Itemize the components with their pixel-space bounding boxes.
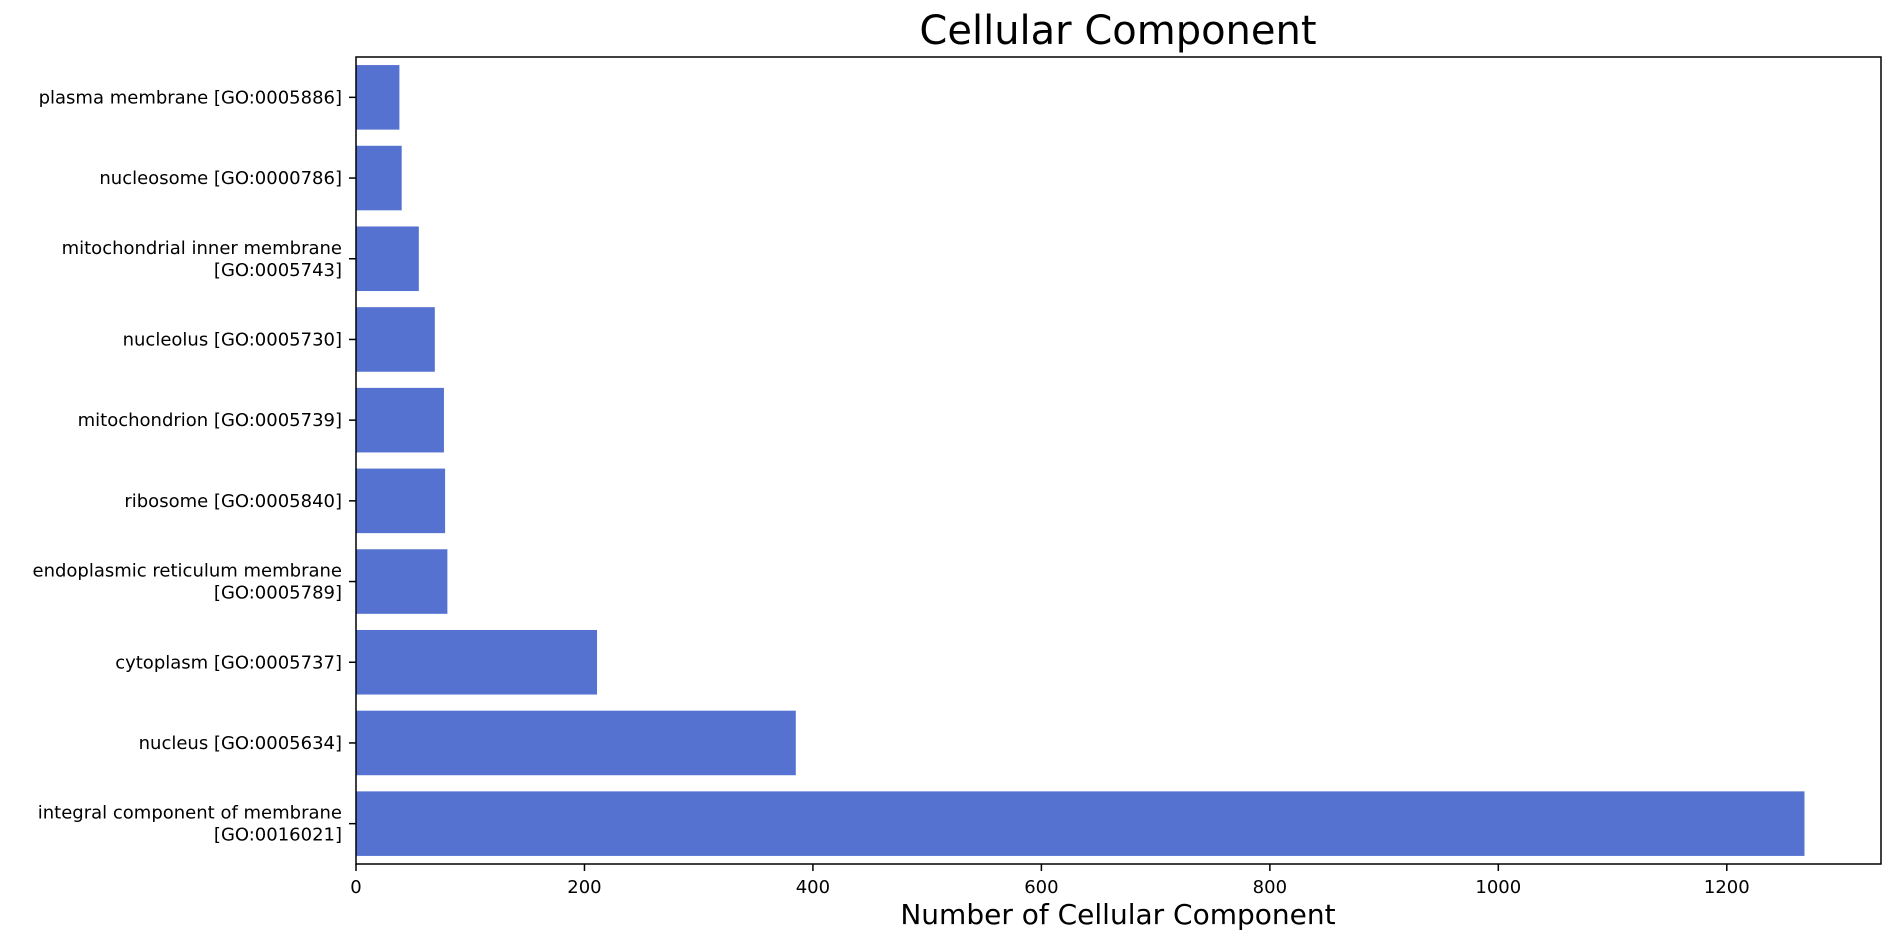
bar: [356, 791, 1805, 856]
y-tick-label-line: plasma membrane [GO:0005886]: [39, 87, 342, 108]
x-tick-label: 1200: [1704, 877, 1750, 898]
y-tick-label-line: ribosome [GO:0005840]: [124, 491, 342, 512]
y-tick-label-line: endoplasmic reticulum membrane: [33, 561, 343, 582]
bar: [356, 65, 400, 130]
y-tick-label-line: mitochondrial inner membrane: [62, 238, 342, 259]
x-tick-label: 600: [1024, 877, 1058, 898]
y-tick-label: endoplasmic reticulum membrane [GO:000578…: [33, 561, 343, 604]
y-tick-label-line: nucleus [GO:0005634]: [139, 733, 342, 754]
y-tick-label-line: cytoplasm [GO:0005737]: [115, 652, 342, 673]
y-tick-label-line: nucleosome [GO:0000786]: [99, 168, 342, 189]
x-axis: 0 200 400 600 800 1000 1200: [350, 864, 1750, 898]
y-tick-label: mitochondrial inner membrane [GO:0005743]: [62, 238, 342, 281]
y-axis: plasma membrane [GO:0005886] nucleosome […: [33, 87, 356, 846]
x-tick-label: 800: [1253, 877, 1287, 898]
x-tick-label: 0: [350, 877, 361, 898]
y-tick-label: nucleolus [GO:0005730]: [123, 329, 342, 350]
y-tick-label-line: [GO:0005743]: [214, 260, 342, 281]
x-axis-title: Number of Cellular Component: [900, 898, 1335, 931]
y-tick-label-line: integral component of membrane: [38, 803, 342, 824]
y-tick-label-line: mitochondrion [GO:0005739]: [78, 410, 342, 431]
y-tick-label: nucleosome [GO:0000786]: [99, 168, 342, 189]
bar: [356, 468, 446, 534]
y-tick-label: cytoplasm [GO:0005737]: [115, 652, 342, 673]
y-tick-label: ribosome [GO:0005840]: [124, 491, 342, 512]
y-tick-label: mitochondrion [GO:0005739]: [78, 410, 342, 431]
y-tick-label-line: [GO:0016021]: [214, 825, 342, 846]
bar: [356, 145, 402, 211]
bar: [356, 387, 444, 453]
y-tick-label: nucleus [GO:0005634]: [139, 733, 342, 754]
bar: [356, 629, 598, 695]
x-tick-label: 200: [567, 877, 601, 898]
y-tick-label-line: [GO:0005789]: [214, 583, 342, 604]
x-tick-label: 400: [796, 877, 830, 898]
y-tick-label: integral component of membrane [GO:001602…: [38, 803, 342, 846]
bar: [356, 307, 435, 372]
bars-layer: [356, 65, 1805, 856]
y-tick-label-line: nucleolus [GO:0005730]: [123, 329, 342, 350]
bar: [356, 710, 796, 776]
bar: [356, 226, 419, 292]
x-tick-label: 1000: [1475, 877, 1521, 898]
y-tick-label: plasma membrane [GO:0005886]: [39, 87, 342, 108]
chart-title: Cellular Component: [919, 8, 1316, 54]
plot-frame: [355, 56, 1882, 865]
bar: [356, 549, 448, 614]
